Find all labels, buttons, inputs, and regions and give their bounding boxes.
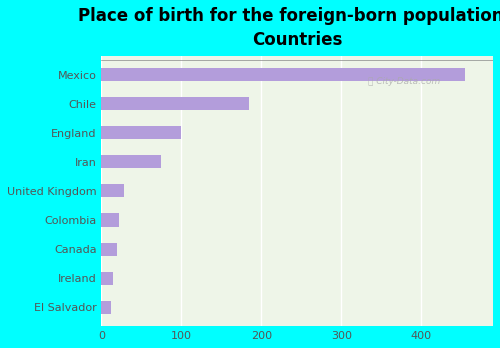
Bar <box>102 272 114 285</box>
Bar <box>102 155 162 168</box>
Bar <box>102 68 465 81</box>
Bar <box>102 301 111 314</box>
Bar <box>102 243 117 256</box>
Bar <box>102 97 250 110</box>
Bar <box>102 213 119 227</box>
Bar <box>102 184 124 197</box>
Title: Place of birth for the foreign-born population -
Countries: Place of birth for the foreign-born popu… <box>78 7 500 48</box>
Bar <box>102 126 182 139</box>
Text: Ⓐ City-Data.com: Ⓐ City-Data.com <box>368 77 440 86</box>
